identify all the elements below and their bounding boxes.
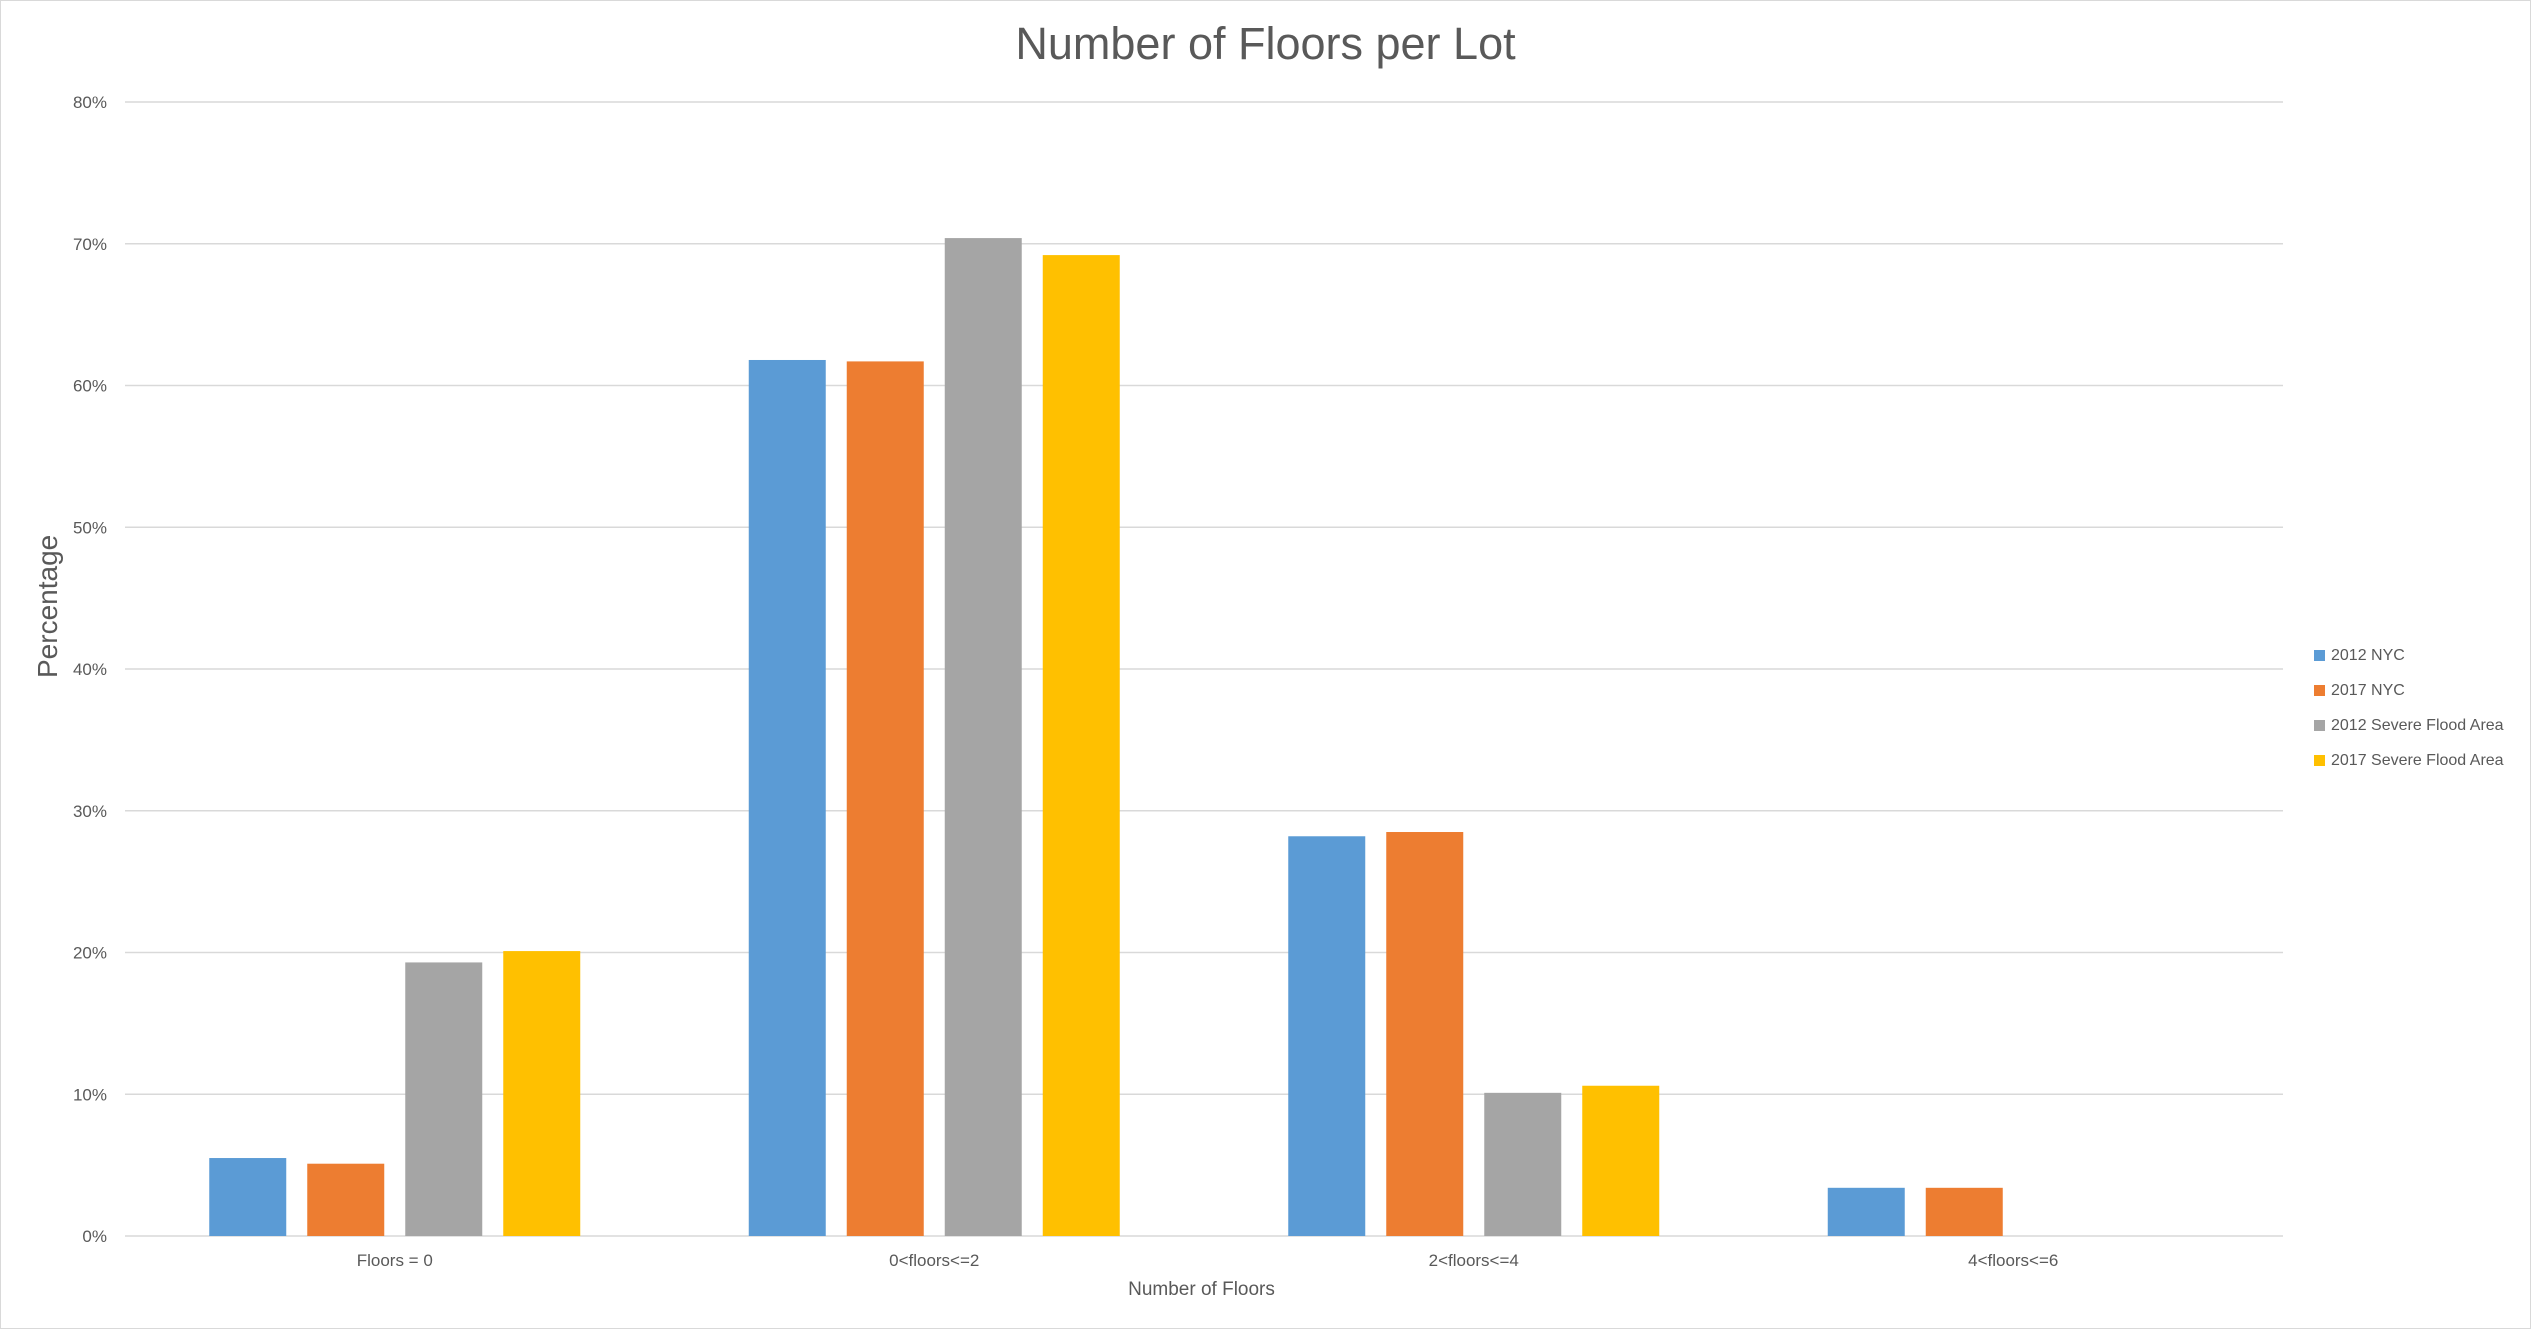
bar xyxy=(944,238,1022,1236)
y-tick-label: 70% xyxy=(73,235,107,254)
legend-item: 2012 NYC xyxy=(2314,638,2504,673)
y-tick-label: 30% xyxy=(73,802,107,821)
bar xyxy=(405,962,483,1236)
bar xyxy=(307,1163,385,1236)
legend-item: 2012 Severe Flood Area xyxy=(2314,708,2504,743)
bar xyxy=(846,361,924,1237)
bar xyxy=(209,1158,287,1236)
y-tick-label: 40% xyxy=(73,660,107,679)
legend-label: 2012 Severe Flood Area xyxy=(2331,716,2504,734)
x-tick-label: 2<floors<=4 xyxy=(1429,1251,1519,1270)
legend-swatch xyxy=(2314,720,2325,731)
legend: 2012 NYC 2017 NYC 2012 Severe Flood Area 20… xyxy=(2314,638,2504,778)
bar xyxy=(748,359,826,1236)
y-tick-label: 50% xyxy=(73,518,107,537)
bar xyxy=(503,951,581,1236)
y-tick-label: 80% xyxy=(73,93,107,112)
y-tick-label: 10% xyxy=(73,1085,107,1104)
y-tick-label: 0% xyxy=(82,1227,107,1246)
y-tick-label: 60% xyxy=(73,377,107,396)
legend-label: 2017 Severe Flood Area xyxy=(2331,751,2504,769)
bar xyxy=(1288,836,1366,1236)
legend-swatch xyxy=(2314,685,2325,696)
x-axis-label: Number of Floors xyxy=(1128,1279,1275,1300)
legend-item: 2017 NYC xyxy=(2314,673,2504,708)
bar xyxy=(1484,1092,1562,1236)
legend-item: 2017 Severe Flood Area xyxy=(2314,743,2504,778)
bar xyxy=(1827,1187,1905,1236)
x-tick-label: Floors = 0 xyxy=(357,1251,433,1270)
bar xyxy=(1925,1187,2003,1236)
legend-swatch xyxy=(2314,755,2325,766)
legend-label: 2012 NYC xyxy=(2331,646,2405,664)
chart-title: Number of Floors per Lot xyxy=(1015,18,1516,69)
x-tick-label: 0<floors<=2 xyxy=(889,1251,979,1270)
y-tick-label: 20% xyxy=(73,944,107,963)
legend-swatch xyxy=(2314,650,2325,661)
bar xyxy=(1582,1085,1660,1236)
bar xyxy=(1386,832,1464,1236)
x-tick-label: 4<floors<=6 xyxy=(1968,1251,2058,1270)
legend-label: 2017 NYC xyxy=(2331,681,2405,699)
bar xyxy=(1042,255,1120,1237)
